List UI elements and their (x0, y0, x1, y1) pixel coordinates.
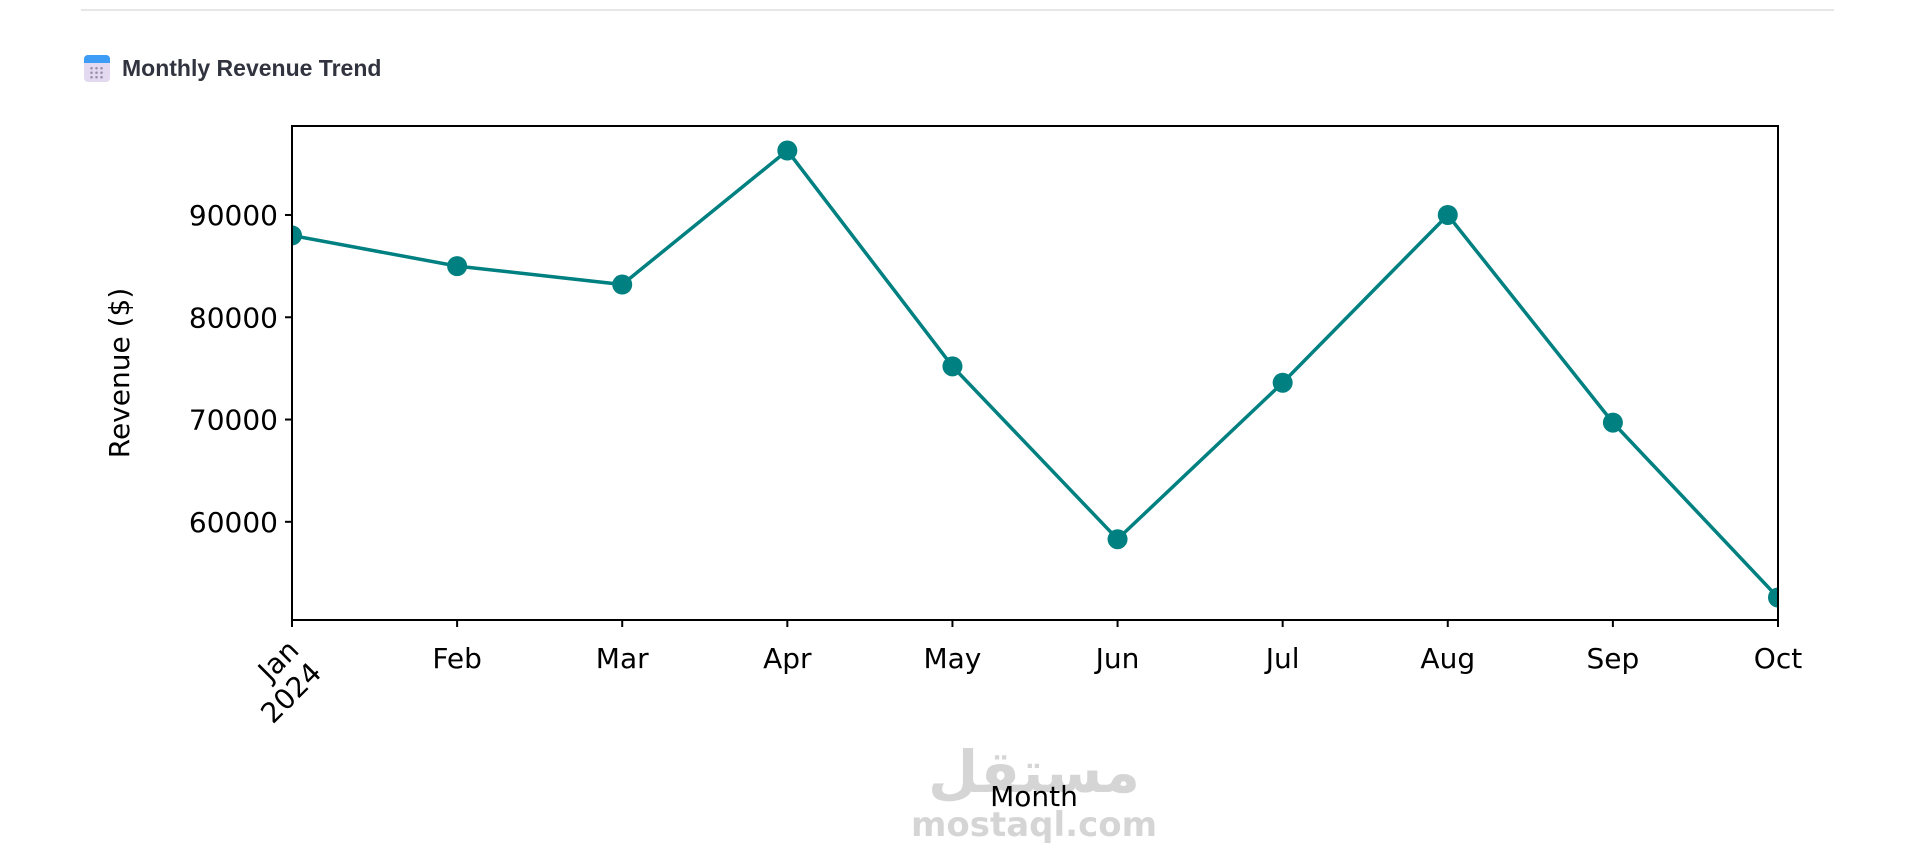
y-tick-label: 90000 (189, 199, 278, 232)
data-point (447, 256, 468, 277)
data-point (777, 140, 798, 161)
x-tick-label: Jul (1264, 642, 1300, 675)
revenue-series-line (292, 148, 1778, 599)
x-tick-label: Mar (596, 642, 649, 675)
watermark-latin: mostaql.com (911, 805, 1157, 845)
plot-frame (291, 125, 1779, 621)
x-tick-label: Oct (1754, 642, 1802, 675)
y-tick-label: 70000 (189, 404, 278, 437)
watermark: مستقل mostaql.com (911, 738, 1157, 845)
x-tick-label: Jun (1094, 642, 1140, 675)
x-tick-label: Feb (432, 642, 482, 675)
data-point (292, 225, 302, 246)
top-divider (81, 9, 1834, 11)
x-tick-label: Aug (1420, 642, 1475, 675)
data-point (1272, 372, 1293, 393)
data-point (612, 274, 633, 295)
y-tick-label: 80000 (189, 301, 278, 334)
data-point (1107, 529, 1128, 550)
data-point (942, 356, 963, 377)
watermark-arabic: مستقل (928, 738, 1140, 806)
data-point (1768, 587, 1778, 608)
x-tick-label: May (923, 642, 981, 675)
section-header: Monthly Revenue Trend (84, 55, 381, 82)
x-tick-label: Sep (1586, 642, 1639, 675)
x-axis-label: Month (990, 780, 1078, 813)
data-point (1602, 412, 1623, 433)
calendar-icon (84, 55, 110, 82)
y-axis-label: Revenue ($) (103, 288, 136, 459)
x-tick-label: Apr (763, 642, 812, 675)
data-point (1437, 204, 1458, 225)
y-tick-label: 60000 (189, 506, 278, 539)
chart-title: Monthly Revenue Trend (122, 55, 382, 81)
